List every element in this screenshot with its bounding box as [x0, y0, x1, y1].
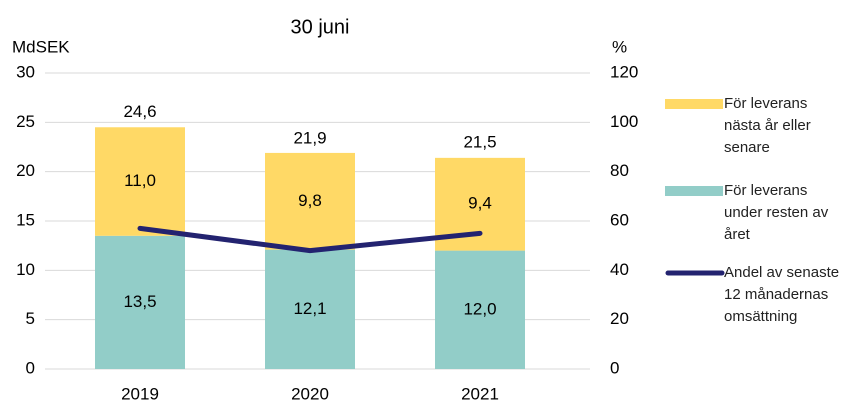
data-label: 9,8: [298, 191, 322, 210]
y2-axis-label: %: [612, 37, 627, 56]
total-label: 21,9: [293, 128, 326, 147]
bar-segment: [95, 235, 185, 369]
total-label: 21,5: [463, 132, 496, 151]
y2-tick-label: 80: [610, 161, 629, 180]
data-label: 12,0: [463, 299, 496, 318]
data-label: 11,0: [124, 171, 156, 190]
bar-segment: [95, 127, 185, 236]
bar-segment: [265, 249, 355, 369]
y-axis-label: MdSEK: [12, 37, 70, 56]
legend-swatch: [665, 99, 723, 109]
legend-label: För leverans under resten av året: [724, 182, 829, 243]
bar-segment: [265, 152, 355, 250]
x-tick-label: 2019: [121, 384, 159, 403]
line-series: [137, 225, 483, 254]
y2-tick-label: 60: [610, 210, 629, 229]
y2-tick-label: 120: [610, 62, 638, 81]
bar-segment: [435, 250, 525, 369]
data-label: 9,4: [468, 194, 492, 213]
legend-swatch: [665, 186, 723, 196]
x-tick-label: 2021: [461, 384, 499, 403]
y-tick-label: 25: [16, 112, 35, 131]
y-tick-label: 15: [16, 210, 35, 229]
x-tick-label: 2020: [291, 384, 329, 403]
y-tick-label: 0: [26, 358, 35, 377]
y2-tick-label: 40: [610, 260, 629, 279]
y-tick-label: 5: [26, 309, 35, 328]
y2-tick-label: 0: [610, 358, 619, 377]
y-tick-label: 30: [16, 62, 35, 81]
total-label: 24,6: [123, 102, 156, 121]
chart-title: 30 juni: [291, 16, 350, 38]
data-label: 12,1: [293, 299, 326, 318]
data-label: 13,5: [123, 292, 156, 311]
y2-tick-label: 20: [610, 309, 629, 328]
legend-label: För leverans nästa år eller senare: [724, 95, 811, 156]
legend-label: Andel av senaste 12 månadernas omsättnin…: [724, 264, 840, 325]
y-tick-label: 10: [16, 260, 35, 279]
y-tick-label: 20: [16, 161, 35, 180]
y2-tick-label: 100: [610, 112, 638, 131]
